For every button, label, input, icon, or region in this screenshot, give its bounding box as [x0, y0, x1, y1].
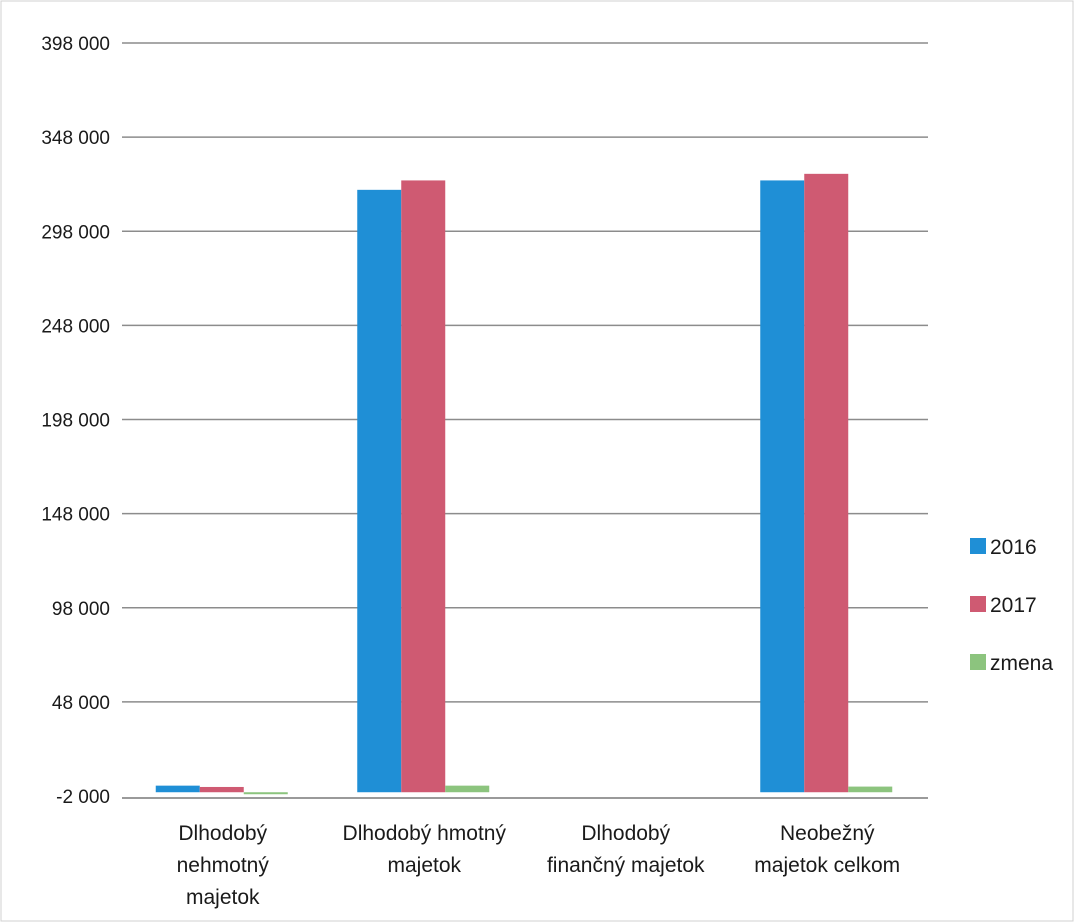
legend-swatch-2016 — [970, 538, 986, 554]
x-category-label: nehmotný — [177, 854, 270, 877]
bar-2016-2 — [357, 189, 402, 793]
gridlines — [122, 42, 928, 703]
y-tick-label: 248 000 — [41, 316, 110, 337]
y-tick-label: 298 000 — [41, 222, 110, 243]
y-tick-label: 148 000 — [41, 505, 110, 526]
y-tick-label: 98 000 — [52, 599, 110, 620]
x-category-label: majetok — [186, 886, 260, 909]
bar-2016-1 — [155, 785, 200, 793]
bars — [155, 173, 893, 795]
legend-label-2017: 2017 — [990, 594, 1037, 617]
x-category-label: Dlhodobý — [178, 822, 267, 845]
bar-2017-1 — [199, 786, 244, 793]
legend-swatch-zmena — [970, 654, 986, 670]
legend-swatch-2017 — [970, 596, 986, 612]
x-category-label: Neobežný — [780, 822, 875, 845]
x-category-label: majetok celkom — [754, 854, 900, 877]
bar-zmena-1 — [243, 792, 288, 795]
x-category-label: finančný majetok — [547, 854, 705, 877]
x-category-label: Dlhodobý — [581, 822, 670, 845]
legend-label-2016: 2016 — [990, 536, 1037, 559]
y-axis-ticks: -2 000 48 000 98 000 148 000 198 000 248 000 2… — [41, 34, 110, 808]
y-tick-label: 398 000 — [41, 34, 110, 55]
y-tick-label: 198 000 — [41, 411, 110, 432]
x-axis-category-labels: Dlhodobý nehmotný majetok Dlhodobý hmotný ma… — [177, 822, 901, 909]
x-category-label: Dlhodobý hmotný — [343, 822, 507, 845]
bar-2017-4 — [804, 173, 849, 793]
y-tick-label: 348 000 — [41, 128, 110, 149]
legend-label-zmena: zmena — [990, 652, 1053, 675]
bar-2016-4 — [760, 180, 805, 793]
bar-2017-2 — [401, 180, 446, 793]
bar-zmena-4 — [848, 786, 893, 793]
y-tick-label: -2 000 — [56, 787, 110, 808]
y-tick-label: 48 000 — [52, 693, 110, 714]
legend: 2016 2017 zmena — [970, 536, 1053, 675]
x-category-label: majetok — [387, 854, 461, 877]
bar-zmena-2 — [445, 785, 490, 793]
